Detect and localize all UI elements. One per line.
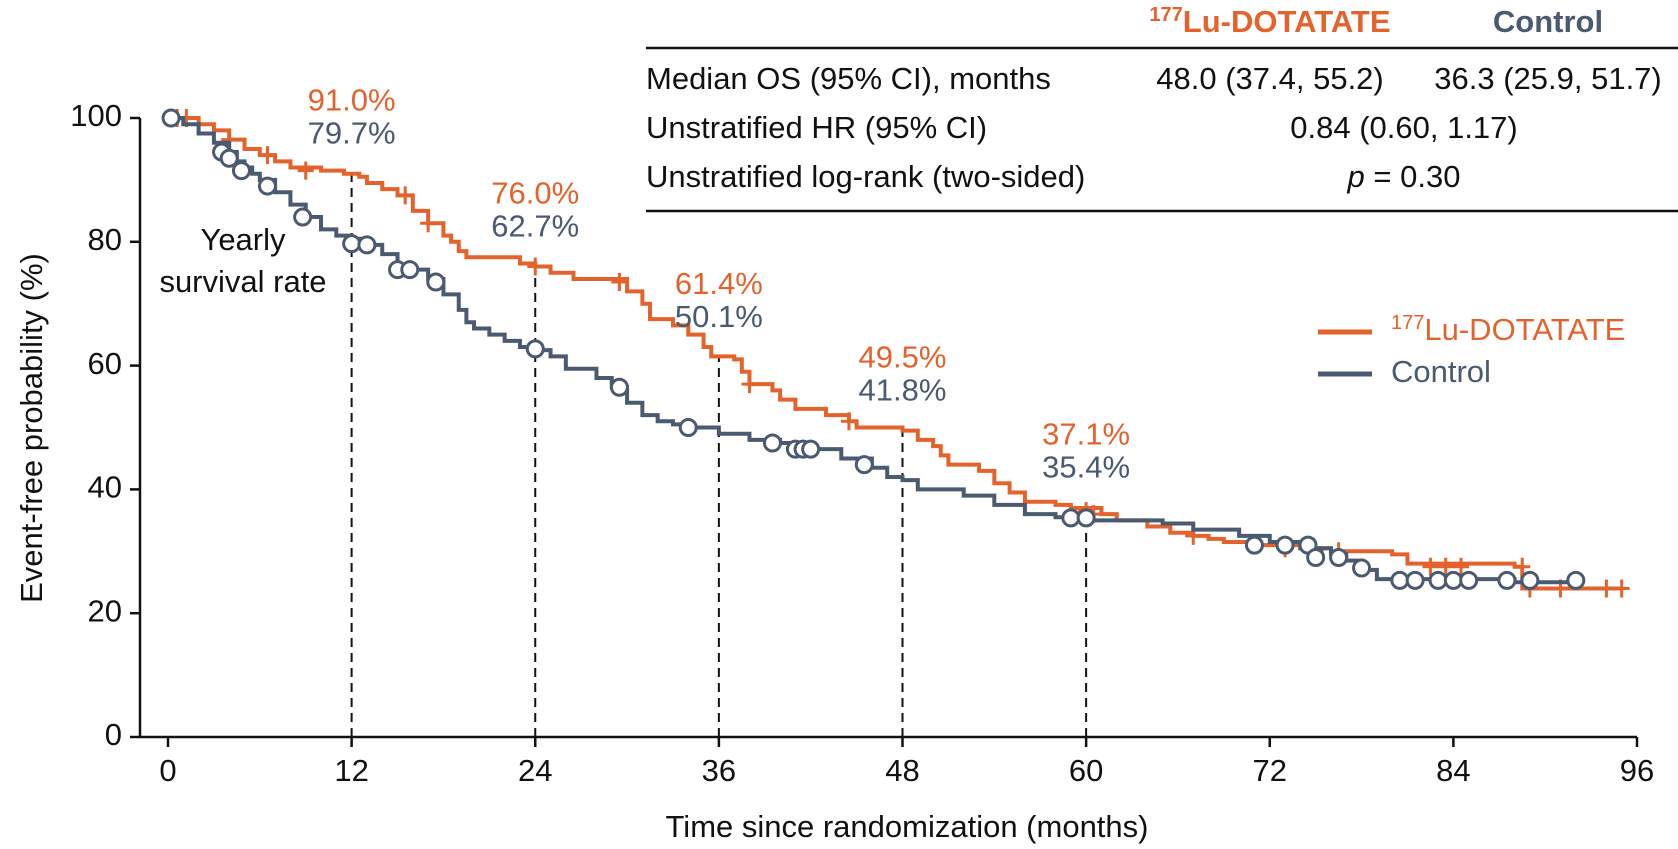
landmark-label: 50.1% xyxy=(675,299,763,334)
km-curve xyxy=(168,116,1622,591)
censor-mark xyxy=(426,272,446,292)
table-cell-text: = 0.30 xyxy=(1365,159,1461,194)
censor-mark xyxy=(609,377,629,397)
censor-mark xyxy=(741,375,758,394)
x-tick-label: 36 xyxy=(702,753,736,788)
censor-mark xyxy=(1453,557,1470,576)
censor-mark xyxy=(219,148,239,168)
censor-mark xyxy=(1497,570,1517,590)
censor-mark xyxy=(397,186,414,205)
x-tick-label: 60 xyxy=(1069,753,1103,788)
censor-mark xyxy=(678,418,698,437)
table-cell: 48.0 (37.4, 55.2) xyxy=(1156,61,1384,96)
censor-mark xyxy=(1514,557,1531,576)
km-curve xyxy=(168,116,1576,585)
x-axis-label: Time since randomization (months) xyxy=(666,809,1149,844)
landmark-label: 76.0% xyxy=(491,176,579,211)
table-cell: 36.3 (25.9, 51.7) xyxy=(1434,61,1662,96)
censor-mark xyxy=(297,161,314,180)
censor-mark xyxy=(762,433,782,453)
x-tick-label: 72 xyxy=(1253,753,1287,788)
censor-mark xyxy=(1390,570,1410,590)
censor-mark xyxy=(1437,557,1454,576)
table-cell-italic: p xyxy=(1347,159,1365,194)
table-header-text: Lu-DOTATATE xyxy=(1183,4,1391,39)
table-header-sup: 177 xyxy=(1149,4,1182,26)
censor-mark xyxy=(1520,570,1540,590)
legend-name: Lu-DOTATATE xyxy=(1424,312,1625,347)
censor-mark xyxy=(611,273,628,292)
table-cell: p = 0.30 xyxy=(1347,159,1461,194)
x-tick-label: 84 xyxy=(1436,753,1470,788)
x-tick-label: 12 xyxy=(334,753,368,788)
table-header: 177Lu-DOTATATE xyxy=(1149,4,1390,39)
annotation: Yearly xyxy=(200,222,286,257)
censor-mark xyxy=(1076,508,1096,528)
annotation: survival rate xyxy=(159,264,326,299)
legend-label: Control xyxy=(1391,354,1491,389)
censor-mark xyxy=(1275,535,1295,555)
censor-mark xyxy=(259,146,276,165)
censor-mark xyxy=(854,455,874,475)
y-tick-label: 100 xyxy=(70,98,122,133)
censor-mark xyxy=(161,108,181,128)
censor-mark xyxy=(1428,570,1448,590)
table-cell: Unstratified log-rank (two-sided) xyxy=(646,159,1085,194)
legend-name: Control xyxy=(1391,354,1491,389)
censor-mark xyxy=(1306,547,1326,567)
y-tick-label: 60 xyxy=(88,346,122,381)
y-tick-label: 80 xyxy=(88,222,122,257)
censor-mark xyxy=(840,412,857,431)
table-cell: Unstratified HR (95% CI) xyxy=(646,110,987,145)
censor-mark xyxy=(400,260,420,280)
censor-mark xyxy=(801,439,821,459)
landmark-label: 79.7% xyxy=(308,116,396,151)
landmark-label: 35.4% xyxy=(1042,449,1130,484)
legend-label: 177Lu-DOTATATE xyxy=(1391,312,1625,347)
censor-mark xyxy=(1598,579,1615,598)
censor-mark xyxy=(357,235,377,255)
landmark-label: 61.4% xyxy=(675,266,763,301)
censor-mark xyxy=(231,161,251,181)
censor-mark xyxy=(1459,570,1479,590)
censor-mark xyxy=(1352,558,1372,578)
censor-mark xyxy=(1422,557,1439,576)
x-tick-label: 96 xyxy=(1620,753,1654,788)
censor-mark xyxy=(257,176,277,196)
table-cell: 0.84 (0.60, 1.17) xyxy=(1290,110,1518,145)
censor-mark xyxy=(1566,570,1586,590)
landmark-label: 91.0% xyxy=(308,83,396,118)
y-axis-label: Event-free probability (%) xyxy=(14,253,49,603)
censor-mark xyxy=(1405,570,1425,590)
censor-mark xyxy=(1061,508,1081,528)
y-tick-label: 0 xyxy=(105,717,122,752)
censor-mark xyxy=(342,234,362,254)
landmark-label: 49.5% xyxy=(859,340,947,375)
x-tick-label: 0 xyxy=(159,753,176,788)
landmark-label: 37.1% xyxy=(1042,416,1130,451)
x-tick-label: 48 xyxy=(885,753,919,788)
censor-mark xyxy=(293,207,313,227)
censor-mark xyxy=(527,257,544,276)
table-cell: Median OS (95% CI), months xyxy=(646,61,1051,96)
table-header: Control xyxy=(1493,4,1603,39)
censor-mark xyxy=(525,339,545,359)
censor-mark xyxy=(1443,570,1463,590)
landmark-label: 62.7% xyxy=(491,209,579,244)
legend-sup: 177 xyxy=(1391,312,1424,334)
x-tick-label: 24 xyxy=(518,753,552,788)
censor-mark xyxy=(1244,535,1264,555)
y-tick-label: 40 xyxy=(88,470,122,505)
censor-mark xyxy=(1329,547,1349,567)
landmark-label: 41.8% xyxy=(859,373,947,408)
censor-mark xyxy=(420,214,437,233)
censor-mark xyxy=(1613,579,1630,598)
y-tick-label: 20 xyxy=(88,593,122,628)
